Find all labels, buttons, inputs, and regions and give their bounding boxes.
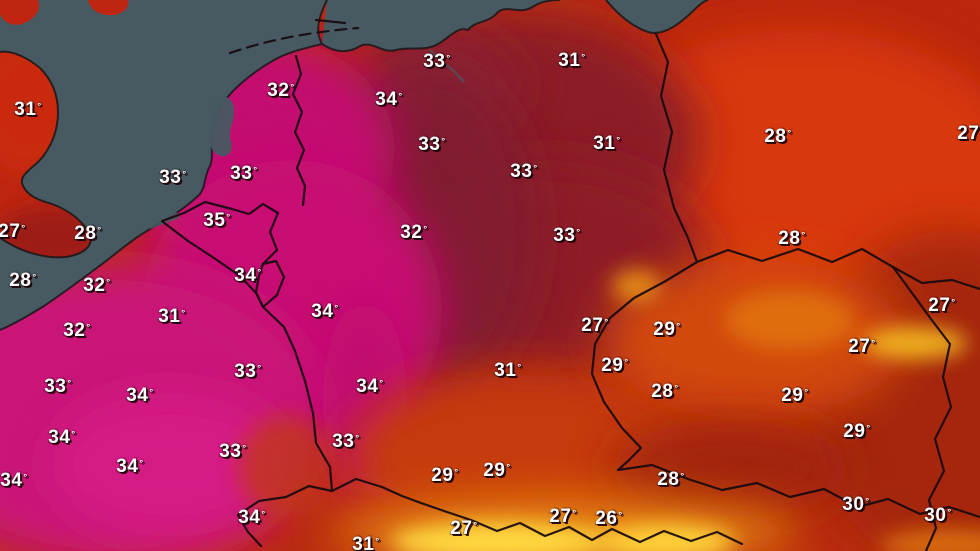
coastline-uk bbox=[0, 50, 92, 259]
lake-ijsselmeer bbox=[209, 96, 235, 157]
coastline-channel bbox=[0, 43, 323, 331]
heat-blob bbox=[863, 327, 967, 359]
heat-blob bbox=[239, 415, 335, 519]
border-line bbox=[254, 259, 286, 309]
border-line bbox=[160, 200, 280, 223]
border-line bbox=[314, 18, 347, 25]
border-line bbox=[236, 513, 263, 548]
country-borders bbox=[160, 18, 980, 551]
border-line bbox=[891, 265, 953, 551]
delta-inlet bbox=[143, 211, 180, 229]
heat-blob bbox=[610, 420, 850, 516]
heat-blob bbox=[350, 375, 690, 535]
border-line bbox=[330, 477, 423, 505]
border-line bbox=[236, 465, 334, 517]
border-line bbox=[695, 247, 980, 291]
border-line bbox=[161, 220, 265, 309]
border-line bbox=[291, 54, 307, 207]
border-line bbox=[419, 501, 744, 546]
border-line bbox=[654, 32, 699, 264]
border-line bbox=[261, 305, 332, 469]
heat-blob bbox=[725, 290, 855, 350]
heat-blob bbox=[50, 393, 290, 537]
border-line bbox=[261, 211, 280, 266]
coastline-baltic bbox=[605, 0, 709, 34]
inland-water bbox=[138, 49, 465, 229]
heat-blob bbox=[612, 270, 660, 302]
coastline-north bbox=[317, 0, 561, 52]
border-line bbox=[616, 463, 980, 519]
wadden-islands-line bbox=[228, 26, 360, 55]
heat-blob bbox=[595, 524, 735, 551]
delta-inlet bbox=[138, 197, 177, 216]
border-line bbox=[590, 260, 699, 472]
river-elbe bbox=[429, 49, 465, 83]
heat-blob bbox=[880, 529, 980, 551]
coastline bbox=[0, 0, 709, 331]
